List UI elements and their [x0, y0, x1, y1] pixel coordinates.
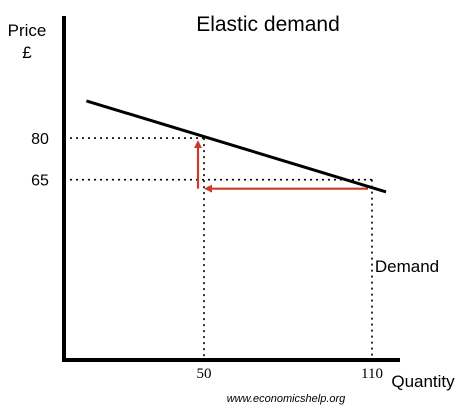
y-tick-label-0: 80: [31, 131, 49, 148]
x-tick-label-1: 110: [361, 366, 383, 382]
x-axis-label: Quantity: [391, 372, 455, 391]
demand-curve-0: [85, 99, 387, 194]
demand-series-label: Demand: [375, 257, 439, 276]
credit-text: www.economicshelp.org: [227, 393, 346, 405]
y-tick-label-1: 65: [31, 173, 49, 190]
x-tick-label-0: 50: [197, 366, 212, 382]
chart-title: Elastic demand: [196, 13, 340, 36]
y-axis-label: Price: [8, 21, 47, 40]
y-axis-unit: £: [22, 43, 32, 62]
